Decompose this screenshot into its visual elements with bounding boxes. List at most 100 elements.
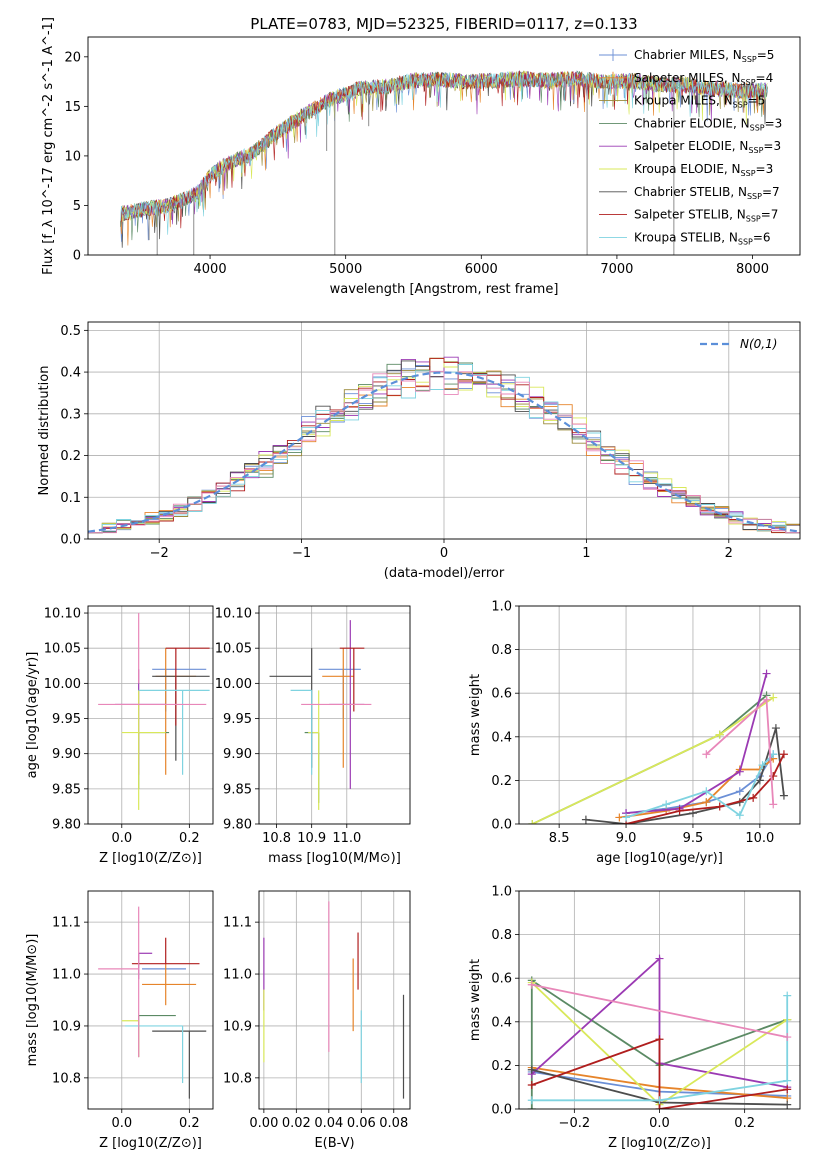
- histogram-series: [88, 358, 800, 534]
- x-axis-label: E(B-V): [314, 1136, 354, 1151]
- weight-series: [531, 1037, 788, 1109]
- legend-entry: Salpeter STELIB, NSSP=7: [634, 208, 778, 224]
- weight-marker: [581, 815, 590, 824]
- weight-marker: [735, 787, 744, 796]
- plot-area: [528, 669, 788, 824]
- x-tick-label: 4000: [194, 262, 227, 277]
- legend-entry: Chabrier ELODIE, NSSP=3: [634, 116, 782, 132]
- y-tick-label: 15: [64, 100, 81, 115]
- legend-entry: Chabrier MILES, NSSP=5: [634, 48, 774, 64]
- axes-frame: [87, 321, 801, 540]
- y-tick-label: 1.0: [491, 885, 512, 900]
- weight-marker: [762, 695, 771, 704]
- x-tick-label: 0.2: [734, 1116, 755, 1131]
- x-tick-label: 0.08: [379, 1116, 408, 1131]
- y-tick-label: 20: [64, 50, 81, 65]
- weight-marker: [527, 1105, 536, 1109]
- weight-marker: [702, 798, 711, 807]
- axes-frame: [518, 605, 801, 825]
- weight-marker: [783, 1100, 792, 1109]
- weight-marker: [783, 1085, 792, 1094]
- weight-marker: [662, 800, 671, 809]
- x-tick-label: 0.06: [347, 1116, 376, 1131]
- legend-entry: N(0,1): [740, 337, 777, 351]
- y-tick-label: 9.90: [52, 747, 81, 762]
- y-tick-label: 0.0: [491, 818, 512, 833]
- x-axis-label: Z [log10(Z/Z⊙)]: [608, 1136, 711, 1151]
- y-tick-label: 5: [73, 199, 81, 214]
- y-tick-label: 0.3: [60, 407, 81, 422]
- y-tick-label: 10.9: [223, 1019, 252, 1034]
- x-tick-label: 5000: [329, 262, 362, 277]
- y-tick-label: 0.4: [491, 1015, 512, 1030]
- y-tick-label: 10.8: [52, 1071, 81, 1086]
- weight-marker: [749, 793, 758, 802]
- x-tick-label: 9.0: [616, 831, 637, 846]
- axes-frame: [518, 890, 801, 1110]
- x-tick-label: 8.5: [549, 831, 570, 846]
- weight-marker: [528, 820, 537, 824]
- figure-title: PLATE=0783, MJD=52325, FIBERID=0117, z=0…: [250, 15, 637, 33]
- legend-entry: Kroupa MILES, NSSP=5: [634, 94, 765, 110]
- x-tick-label: 10.0: [745, 831, 774, 846]
- y-tick-label: 9.95: [223, 712, 252, 727]
- weight-series: [532, 696, 774, 824]
- legend-entry: Kroupa STELIB, NSSP=6: [634, 230, 771, 246]
- y-tick-label: 0.4: [491, 730, 512, 745]
- weight-marker: [762, 669, 771, 678]
- x-tick-label: 0.00: [249, 1116, 278, 1131]
- weight-marker: [702, 750, 711, 759]
- y-axis-label: mass weight: [468, 674, 483, 756]
- spectrum-series: [120, 71, 768, 235]
- x-tick-label: 7000: [600, 262, 633, 277]
- legend-entry: Chabrier STELIB, NSSP=7: [634, 185, 780, 201]
- x-axis-label: wavelength [Angstrom, rest frame]: [330, 282, 559, 297]
- weight-marker: [783, 1076, 792, 1085]
- y-tick-label: 10.00: [215, 677, 252, 692]
- x-tick-label: 6000: [465, 262, 498, 277]
- legend-entry: Salpeter MILES, NSSP=4: [634, 71, 773, 87]
- x-tick-label: −1: [292, 546, 311, 561]
- plot-area: [88, 356, 800, 534]
- x-axis-label: Z [log10(Z/Z⊙)]: [99, 851, 202, 866]
- x-tick-label: −2: [150, 546, 169, 561]
- axes-frame: [258, 890, 411, 1110]
- weight-marker: [755, 776, 764, 785]
- y-tick-label: 1.0: [491, 600, 512, 615]
- plot-area: [263, 901, 405, 1099]
- y-tick-label: 0.6: [491, 687, 512, 702]
- weight-series: [531, 983, 788, 1038]
- legend-entry: Kroupa ELODIE, NSSP=3: [634, 162, 773, 178]
- weight-marker: [615, 813, 624, 822]
- y-tick-label: 0.0: [60, 533, 81, 548]
- panel-mass-vs-ebv: 0.00 0.02 0.04 0.06 0.08 10.8 10.9 11.0 11.1 E(B-…: [223, 890, 411, 1151]
- x-tick-label: 0.04: [314, 1116, 343, 1131]
- weight-marker: [655, 954, 664, 963]
- x-tick-label: 9.5: [683, 831, 704, 846]
- y-tick-label: 9.80: [52, 818, 81, 833]
- weight-marker: [655, 1035, 664, 1044]
- y-tick-label: 0: [73, 249, 81, 264]
- y-axis-label: Normed distribution: [37, 366, 52, 496]
- panel-weight-vs-age: 8.5 9.0 9.5 10.0 0.0 0.2 0.4 0.6 0.8 1.0 age [log1…: [468, 600, 801, 866]
- y-tick-label: 0.2: [60, 449, 81, 464]
- weight-marker: [758, 761, 767, 770]
- weight-marker: [655, 1096, 664, 1105]
- x-tick-label: 0.2: [179, 831, 200, 846]
- y-axis-label: mass [log10(M/M⊙)]: [25, 934, 40, 1067]
- spectrum-series: [120, 70, 768, 229]
- y-tick-label: 0.2: [491, 1059, 512, 1074]
- y-tick-label: 10.9: [52, 1019, 81, 1034]
- y-tick-label: 0.2: [491, 774, 512, 789]
- weight-marker: [675, 806, 684, 815]
- histogram-series: [88, 370, 800, 534]
- y-tick-label: 9.80: [223, 818, 252, 833]
- x-axis-label: mass [log10(M/M⊙)]: [268, 851, 401, 866]
- y-tick-label: 9.85: [52, 782, 81, 797]
- weight-marker: [527, 1081, 536, 1090]
- plot-area: [98, 613, 210, 810]
- y-axis-label: mass weight: [468, 959, 483, 1041]
- weight-marker: [769, 693, 778, 702]
- weight-marker: [527, 1065, 536, 1074]
- x-tick-label: 8000: [736, 262, 769, 277]
